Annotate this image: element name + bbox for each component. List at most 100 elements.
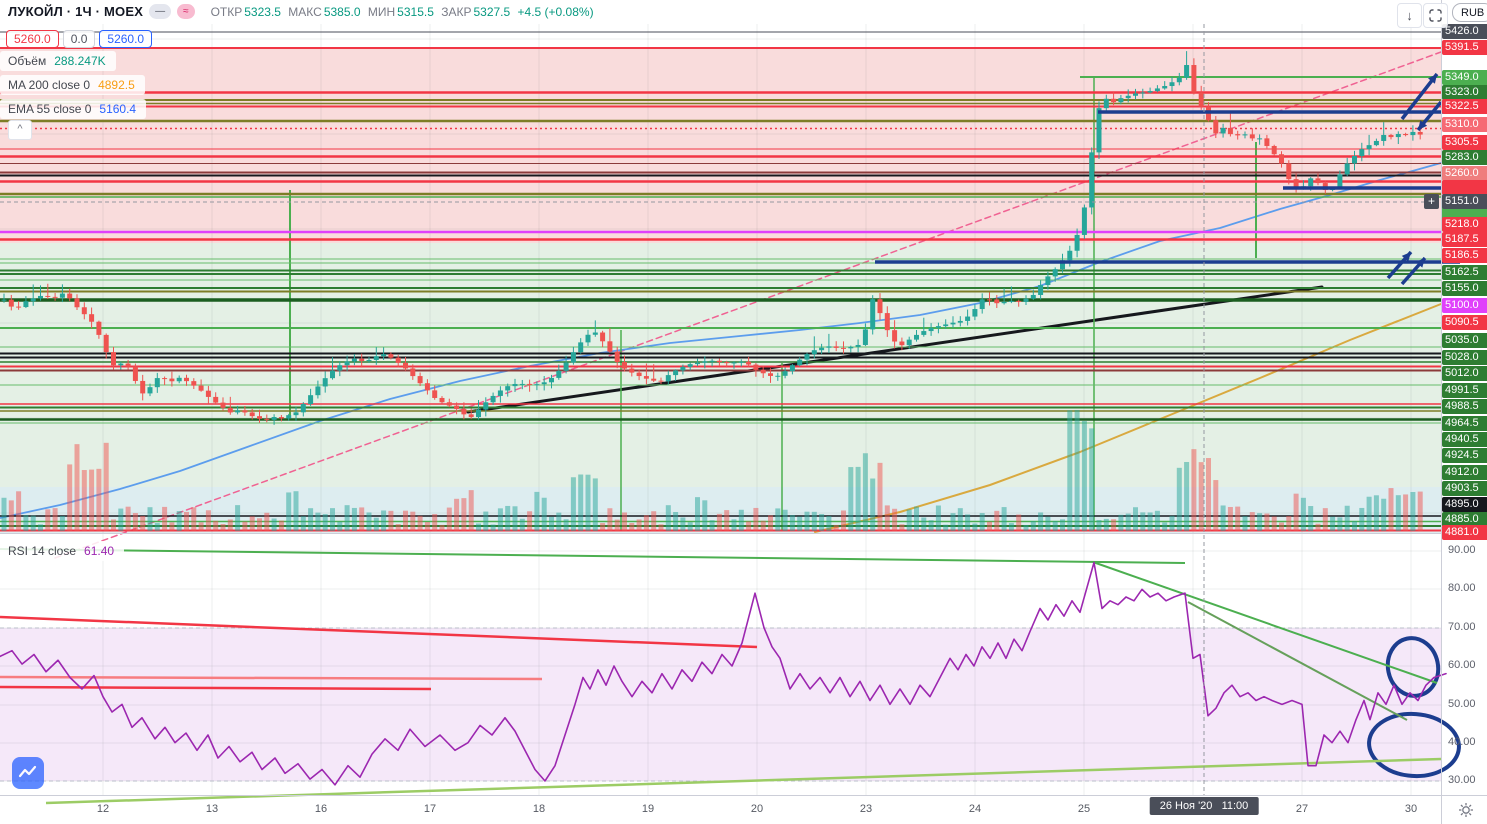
candle-body: [366, 359, 372, 362]
candle-body: [271, 417, 277, 420]
price-axis-label[interactable]: 5426.0: [1442, 23, 1487, 39]
price-axis-label[interactable]: 5260.0: [1442, 165, 1487, 181]
candle-body: [1038, 285, 1044, 295]
candle-body: [337, 365, 343, 371]
wave-toggle-icon[interactable]: ≈: [177, 4, 195, 19]
price-axis-label[interactable]: 4903.5: [1442, 480, 1487, 496]
volume-bar: [1242, 516, 1248, 531]
volume-bar: [1023, 524, 1029, 531]
volume-bar: [373, 517, 379, 531]
crosshair-price-label[interactable]: 5151.0: [1442, 193, 1487, 209]
candle-body: [753, 364, 759, 370]
black-trendline[interactable]: [466, 285, 1324, 414]
download-button[interactable]: ↓: [1397, 3, 1422, 28]
price-axis-label[interactable]: 5028.0: [1442, 349, 1487, 365]
volume-bar: [826, 515, 832, 531]
ema55-legend[interactable]: EMA 55 close 0 5160.4: [0, 99, 147, 119]
rsi-trendline[interactable]: [0, 675, 543, 681]
candle-body: [1111, 98, 1117, 103]
volume-bar: [1308, 506, 1314, 531]
candle-body: [191, 381, 197, 386]
price-axis-label[interactable]: 4885.0: [1442, 511, 1487, 527]
price-axis-label[interactable]: 4964.5: [1442, 415, 1487, 431]
price-axis-label[interactable]: 5305.5: [1442, 134, 1487, 150]
price-axis-label[interactable]: 4991.5: [1442, 382, 1487, 398]
volume-bar: [921, 517, 927, 531]
price-axis-label[interactable]: 4940.5: [1442, 431, 1487, 447]
price-axis-label[interactable]: 4988.5: [1442, 398, 1487, 414]
rsi-axis-label: 50.00: [1448, 698, 1476, 710]
rsi-trendline[interactable]: [0, 685, 432, 691]
fullscreen-button[interactable]: [1423, 3, 1448, 28]
tradingview-logo[interactable]: [12, 757, 44, 789]
rsi-trendline[interactable]: [0, 548, 1186, 564]
price-axis-label[interactable]: 5323.0: [1442, 84, 1487, 100]
price-axis-label[interactable]: 5310.0: [1442, 116, 1487, 132]
price-axis-label[interactable]: 5187.5: [1442, 231, 1487, 247]
ma200-legend[interactable]: MA 200 close 0 4892.5: [0, 75, 145, 95]
price-axis-label[interactable]: 5090.5: [1442, 314, 1487, 330]
candle-body: [147, 387, 153, 394]
volume-bar: [1249, 512, 1255, 531]
ema55-line[interactable]: [0, 162, 1442, 519]
candle-body: [789, 365, 795, 372]
candle-body: [446, 402, 452, 406]
volume-bar: [344, 505, 350, 531]
candle-body: [702, 361, 708, 363]
volume-bar: [578, 474, 584, 531]
price-axis-label[interactable]: 5349.0: [1442, 69, 1487, 85]
volume-bar: [1096, 519, 1102, 531]
rsi-legend[interactable]: RSI 14 close 61.40: [0, 541, 125, 561]
price-axis-label[interactable]: 5186.5: [1442, 247, 1487, 263]
price-axis-label[interactable]: 5322.5: [1442, 98, 1487, 114]
indicator-toggle-icon[interactable]: —: [149, 4, 172, 19]
price-axis-label[interactable]: 5012.0: [1442, 365, 1487, 381]
price-axis-label[interactable]: 4895.0: [1442, 496, 1487, 512]
price-axis-label[interactable]: 5283.0: [1442, 149, 1487, 165]
axis-settings-button[interactable]: [1458, 802, 1474, 823]
volume-bar: [1198, 462, 1204, 531]
navy-drawn-circle[interactable]: [1383, 633, 1444, 700]
volume-bar: [395, 524, 401, 531]
legend-collapse-button[interactable]: ^: [8, 120, 32, 140]
volume-legend[interactable]: Объём 288.247K: [0, 51, 116, 71]
rsi-trendline[interactable]: [1092, 561, 1438, 684]
time-axis-label: 12: [96, 803, 110, 815]
candles-layer[interactable]: [1, 51, 1423, 531]
price-rsi-separator[interactable]: [0, 533, 1487, 534]
rsi-line[interactable]: [0, 561, 1447, 786]
volume-bar: [359, 507, 365, 531]
volume-bar: [760, 520, 766, 531]
candle-body: [811, 350, 817, 355]
volume-bar: [804, 511, 810, 531]
rsi-trendline[interactable]: [0, 615, 758, 649]
price-axis-label[interactable]: 5100.0: [1442, 297, 1487, 313]
alert-price-box-red[interactable]: 5260.0: [6, 30, 59, 48]
currency-button[interactable]: RUB: [1452, 3, 1487, 22]
price-axis-label[interactable]: 5218.0: [1442, 216, 1487, 232]
price-axis-label[interactable]: 5391.5: [1442, 39, 1487, 55]
symbol-title[interactable]: ЛУКОЙЛ · 1Ч · MOEX: [8, 4, 144, 19]
price-axis-label[interactable]: 5162.5: [1442, 264, 1487, 280]
pink-dashed-trendline[interactable]: [54, 51, 1442, 559]
navy-arrow[interactable]: [1400, 72, 1439, 121]
price-axis-label[interactable]: 4881.0: [1442, 524, 1487, 540]
navy-drawn-circle[interactable]: [1367, 711, 1461, 779]
price-axis-label[interactable]: 4924.5: [1442, 447, 1487, 463]
volume-bar: [505, 505, 511, 531]
price-axis-label[interactable]: 4912.0: [1442, 464, 1487, 480]
price-axis-label[interactable]: 5035.0: [1442, 332, 1487, 348]
volume-bar: [614, 519, 620, 531]
price-axis-label[interactable]: [1442, 179, 1487, 195]
add-alert-plus-button[interactable]: +: [1424, 194, 1439, 209]
volume-bar: [643, 515, 649, 531]
rsi-trendline[interactable]: [1187, 601, 1408, 721]
alert-price-box-blue[interactable]: 5260.0: [99, 30, 153, 48]
price-axis-label[interactable]: 5155.0: [1442, 280, 1487, 296]
alert-zero-box[interactable]: 0.0: [62, 30, 96, 48]
volume-bar: [1030, 521, 1036, 531]
candle-body: [432, 390, 438, 398]
volume-bar: [257, 518, 262, 531]
rsi-axis-label: 80.00: [1448, 582, 1476, 594]
